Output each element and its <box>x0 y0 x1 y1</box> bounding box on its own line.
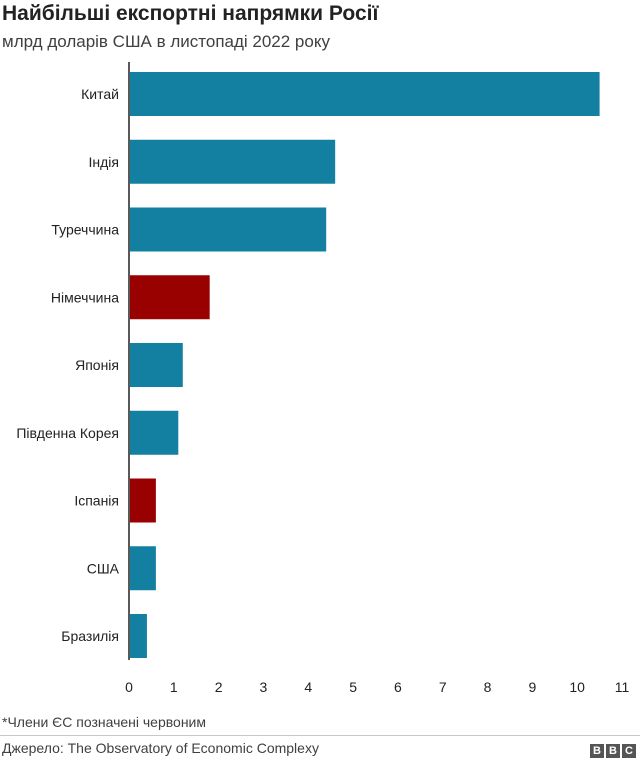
logo-letter: C <box>622 744 636 758</box>
category-label: Німеччина <box>51 289 119 305</box>
bar <box>130 614 147 658</box>
x-tick-label: 3 <box>260 679 268 695</box>
bar <box>130 343 183 387</box>
x-tick-label: 7 <box>439 679 447 695</box>
category-label: Японія <box>75 357 119 373</box>
logo-letter: B <box>606 744 620 758</box>
x-tick-label: 0 <box>125 679 133 695</box>
bar <box>130 139 336 184</box>
x-tick-label: 10 <box>569 679 585 695</box>
bar <box>130 72 600 116</box>
logo-letter: B <box>590 744 604 758</box>
category-label: США <box>87 560 120 576</box>
x-tick-label: 8 <box>484 679 492 695</box>
bar <box>130 478 156 523</box>
bar-chart: Китай Індія Туреччина Німеччина Японія Півден… <box>16 62 630 695</box>
bar <box>130 275 210 320</box>
x-tick-label: 9 <box>528 679 536 695</box>
bar <box>130 546 156 591</box>
source-note: Джерело: The Observatory of Economic Com… <box>2 740 319 756</box>
chart-title: Найбільші експортні напрямки Росії <box>2 2 379 25</box>
category-label: Індія <box>89 154 119 170</box>
category-label: Південна Корея <box>16 425 119 441</box>
bbc-logo: B B C <box>590 744 636 758</box>
bar <box>130 207 327 252</box>
chart-subtitle: млрд доларів США в листопаді 2022 року <box>2 32 330 51</box>
x-tick-label: 5 <box>349 679 357 695</box>
x-tick-label: 11 <box>615 679 630 695</box>
x-tick-label: 2 <box>215 679 223 695</box>
bar <box>130 410 179 455</box>
category-label: Китай <box>81 86 119 102</box>
category-label: Туреччина <box>51 222 119 238</box>
category-label: Іспанія <box>74 493 119 509</box>
x-tick-label: 4 <box>304 679 312 695</box>
category-label: Бразилія <box>61 628 119 644</box>
x-tick-label: 6 <box>394 679 402 695</box>
x-tick-label: 1 <box>170 679 178 695</box>
footer-divider <box>0 735 640 736</box>
footnote: *Члени ЄС позначені червоним <box>2 714 206 730</box>
